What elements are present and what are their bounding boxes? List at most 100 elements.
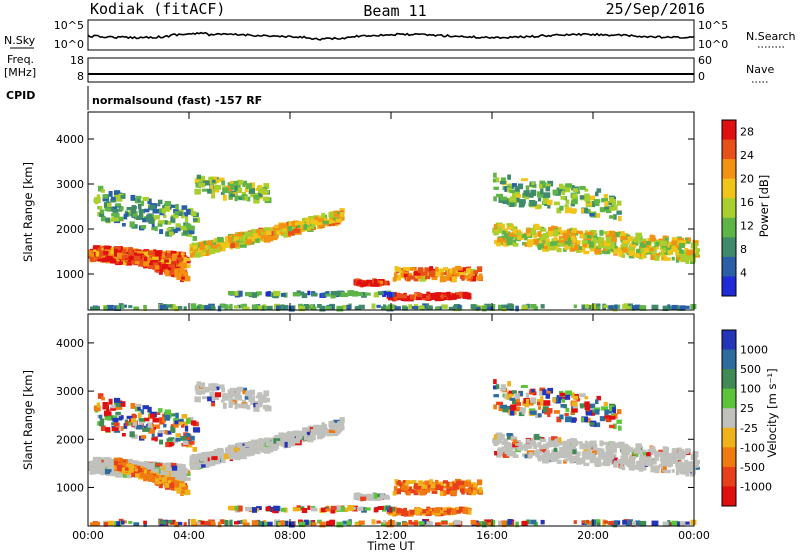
velocity-cell [113,422,120,427]
velocity-cell [465,481,471,487]
velocity-cell [512,399,516,405]
velocity-cell [475,522,481,526]
power-cell [210,184,214,191]
power-cell [126,207,133,211]
velocity-cell [659,457,663,462]
power-cell [233,180,239,185]
power-cell [619,253,624,258]
velocity-cell [194,396,201,403]
power-cell [196,174,201,180]
power-cell [389,292,393,298]
power-cell [230,243,236,249]
velocity-cell [288,521,295,528]
velocity-cell [424,480,432,486]
velocity-cell [321,422,326,428]
power-cell [281,292,286,297]
power-cell [346,304,352,310]
power-cell [551,241,558,246]
velocity-cell [592,446,597,453]
power-cell [164,201,171,207]
power-cell [395,306,401,310]
power-cell [639,241,644,248]
power-cell [425,271,432,276]
power-cell [499,180,506,185]
power-cell [128,252,134,257]
velocity-cell [661,463,667,467]
power-cell [632,305,636,311]
power-cell [622,247,628,253]
power-cell [256,229,262,234]
velocity-cell [679,460,683,466]
nsky-trace [87,31,695,41]
velocity-cell [373,507,379,513]
velocity-cell [209,462,215,466]
power-cell [506,223,511,230]
velocity-cell [498,434,505,440]
power-cell [413,271,421,276]
power-cell [493,178,498,183]
velocity-cell [159,420,165,425]
power-cell [336,290,341,296]
power-cell [97,185,104,192]
velocity-cell [619,465,624,470]
velocity-cell [176,467,182,473]
velocity-cell [476,479,483,486]
power-cell [616,200,622,206]
velocity-cell [416,507,423,512]
velocity-cell [236,395,243,401]
velocity-cell [277,522,282,527]
power-cell [425,273,431,280]
power-cell [464,274,471,279]
power-cell [116,305,120,310]
power-cell [530,304,537,309]
power-cell [658,251,665,256]
velocity-cell [263,437,271,441]
velocity-cell [542,389,547,396]
power-cell [576,230,583,234]
velocity-cell [605,448,612,454]
power-cell [258,235,264,240]
power-cell [413,276,419,282]
velocity-cell [564,458,569,462]
power-cell [282,228,287,233]
power-cell [393,272,398,279]
velocity-cell [181,423,185,428]
power-cell [158,262,164,267]
power-cell [596,239,604,244]
power-cell [543,192,551,198]
power-cell [671,248,678,253]
velocity-cell [265,506,271,512]
power-cell [161,253,166,258]
velocity-cell [121,467,129,471]
power-cell [174,211,181,216]
velocity-cell [441,521,448,525]
velocity-cell [234,403,238,410]
power-cell [178,306,183,310]
cpid-text: normalsound (fast) -157 RF [92,94,262,107]
velocity-cell [330,505,338,511]
y-tick-label: 2000 [56,223,84,236]
power-cell [593,213,601,218]
velocity-cell [379,494,384,499]
velocity-cell [238,405,242,409]
velocity-cell [222,395,229,401]
power-cell [325,293,331,297]
velocity-cell [525,398,529,405]
power-cell [439,276,445,283]
velocity-cell [569,459,575,464]
velocity-cell [194,385,200,391]
power-cell [117,254,124,259]
velocity-cell [161,465,166,471]
power-cell [661,251,667,255]
velocity-cell [253,405,260,412]
power-cell [157,199,163,205]
power-cell [521,178,528,182]
velocity-cell [184,425,189,432]
nsky-tick-top: 10^5 [54,19,84,32]
velocity-cell [227,505,235,510]
power-cell [101,257,107,263]
velocity-cell [190,519,197,525]
velocity-cell [170,470,176,474]
power-cell [503,304,511,310]
velocity-cell [165,467,173,473]
